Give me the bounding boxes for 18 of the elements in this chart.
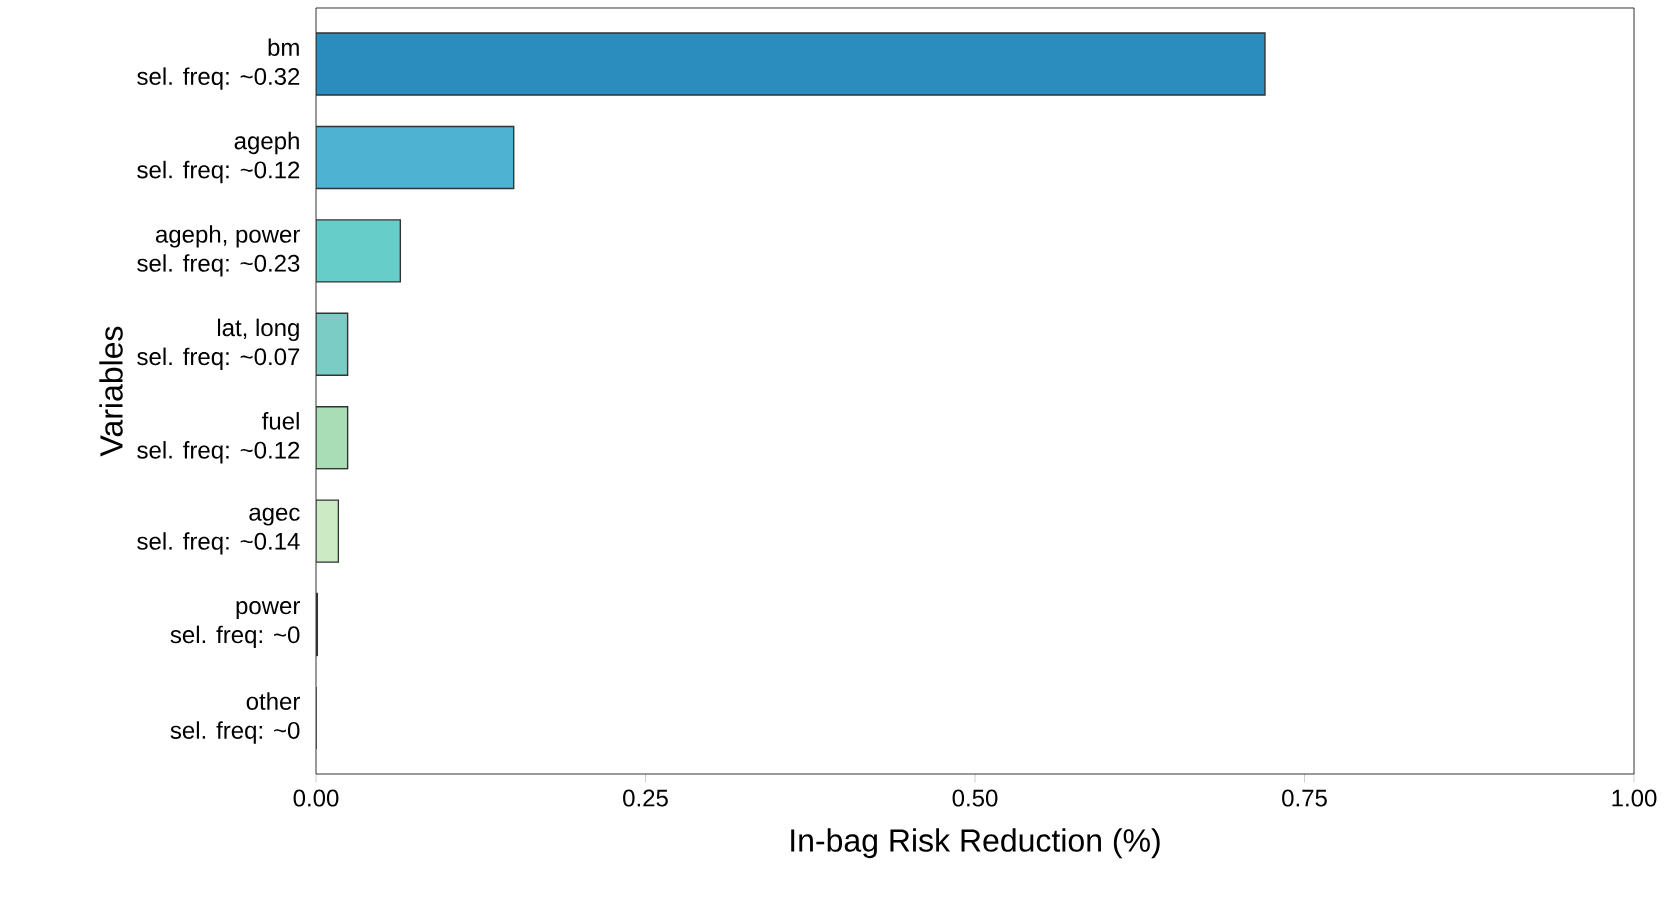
y-tick-label: other sel. freq: ~0 xyxy=(170,692,300,744)
y-tick-label: power sel. freq: ~0 xyxy=(170,601,300,648)
y-axis-title: Variables xyxy=(99,326,123,457)
x-tick-label: 0.00 xyxy=(293,789,339,807)
x-axis-title: In-bag Risk Reduction (%) xyxy=(791,828,1160,859)
x-tick-label: 0.75 xyxy=(1282,789,1327,807)
y-tick-label: lat, long sel. freq: ~0.07 xyxy=(137,318,300,370)
x-tick-label: 0.50 xyxy=(952,789,998,807)
y-tick-label: agec sel. freq: ~0.14 xyxy=(137,507,300,555)
y-tick-label: ageph, power sel. freq: ~0.23 xyxy=(137,225,300,277)
bar xyxy=(316,32,1266,96)
x-tick-label: 0.25 xyxy=(623,789,668,807)
bar xyxy=(316,406,349,470)
y-tick-label: ageph sel. freq: ~0.12 xyxy=(137,131,300,184)
y-tick-label: fuel sel. freq: ~0.12 xyxy=(137,412,300,464)
bar xyxy=(316,219,402,283)
x-tick-label: 1.00 xyxy=(1612,789,1657,807)
y-tick-label: bm sel. freq: ~0.32 xyxy=(137,38,300,90)
